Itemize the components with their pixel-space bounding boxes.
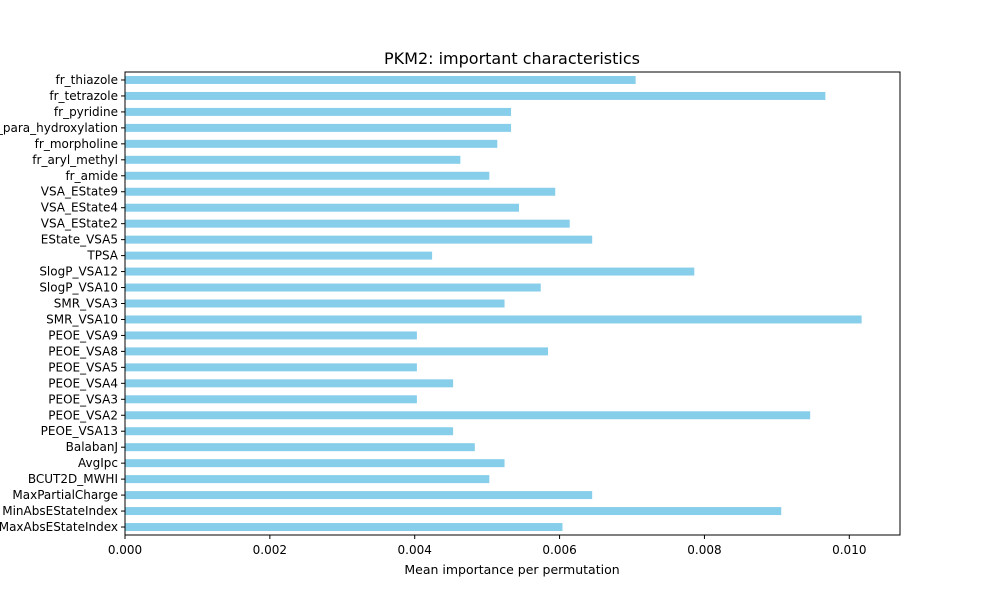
bar-BCUT2D_MWHI [125,475,490,484]
x-ticks-group: 0.000 0.002 0.004 0.006 0.008 0.010 [108,535,866,557]
y-tick-label: TPSA [86,249,118,263]
bar-SlogP_VSA12 [125,267,695,276]
y-tick-label: EState_VSA5 [41,233,118,247]
bar-fr_morpholine [125,139,498,148]
y-tick-label: fr_thiazole [55,73,118,87]
bar-SlogP_VSA10 [125,283,541,292]
y-tick-label: PEOE_VSA9 [48,328,118,342]
bar-BalabanJ [125,443,475,452]
y-tick-label: fr_amide [65,169,118,183]
chart-title: PKM2: important characteristics [384,49,640,68]
bar-PEOE_VSA9 [125,331,417,340]
y-tick-label: fr_pyridine [54,105,118,119]
bar-SMR_VSA3 [125,299,505,308]
y-tick-label: BCUT2D_MWHI [28,472,118,486]
bar-SMR_VSA10 [125,315,862,324]
y-tick-label: PEOE_VSA13 [41,424,118,438]
x-tick-label: 0.010 [832,543,866,557]
bar-fr_aryl_methyl [125,155,461,164]
bars-group [125,75,862,532]
y-ticks-group: fr_thiazole fr_tetrazole fr_pyridine fr_par… [0,73,125,534]
bar-PEOE_VSA13 [125,427,454,436]
y-tick-label: fr_morpholine [35,137,118,151]
y-tick-label: VSA_EState2 [41,217,118,231]
bar-fr_para_hydroxylation [125,123,512,132]
bar-fr_pyridine [125,107,512,116]
y-tick-label: SlogP_VSA12 [39,265,118,279]
y-tick-label: MaxAbsEStateIndex [0,520,118,534]
bar-VSA_EState9 [125,187,556,196]
x-tick-label: 0.000 [108,543,142,557]
x-tick-label: 0.004 [398,543,432,557]
y-tick-label: MinAbsEStateIndex [2,504,118,518]
y-tick-label: MaxPartialCharge [12,488,118,502]
y-tick-label: PEOE_VSA4 [48,376,118,390]
y-tick-label: PEOE_VSA2 [48,408,118,422]
y-tick-label: VSA_EState4 [41,201,118,215]
bar-AvgIpc [125,459,505,468]
y-tick-label: fr_aryl_methyl [32,153,118,167]
bar-PEOE_VSA2 [125,411,811,420]
bar-PEOE_VSA4 [125,379,454,388]
bar-fr_tetrazole [125,91,826,100]
bar-EState_VSA5 [125,235,593,244]
bar-MaxPartialCharge [125,491,593,500]
bar-MinAbsEStateIndex [125,507,782,516]
y-tick-label: SMR_VSA3 [54,297,118,311]
bar-PEOE_VSA8 [125,347,548,356]
bar-MaxAbsEStateIndex [125,523,563,532]
x-tick-label: 0.008 [687,543,721,557]
bar-fr_thiazole [125,75,636,84]
y-tick-label: PEOE_VSA8 [48,344,118,358]
x-tick-label: 0.006 [542,543,576,557]
y-tick-label: fr_tetrazole [49,89,118,103]
bar-PEOE_VSA3 [125,395,417,404]
y-tick-label: PEOE_VSA5 [48,360,118,374]
bar-PEOE_VSA5 [125,363,417,372]
bar-TPSA [125,251,433,260]
y-tick-label: VSA_EState9 [41,185,118,199]
y-tick-label: SlogP_VSA10 [39,281,118,295]
plot-frame [124,71,901,536]
x-axis-label: Mean importance per permutation [404,562,619,577]
bar-fr_amide [125,171,490,180]
bar-VSA_EState2 [125,219,570,228]
y-tick-label: SMR_VSA10 [46,312,118,326]
y-tick-label: fr_para_hydroxylation [0,121,118,135]
y-tick-label: BalabanJ [66,440,118,454]
y-tick-label: PEOE_VSA3 [48,392,118,406]
y-tick-label: AvgIpc [78,456,118,470]
bar-VSA_EState4 [125,203,520,212]
x-tick-label: 0.002 [253,543,287,557]
